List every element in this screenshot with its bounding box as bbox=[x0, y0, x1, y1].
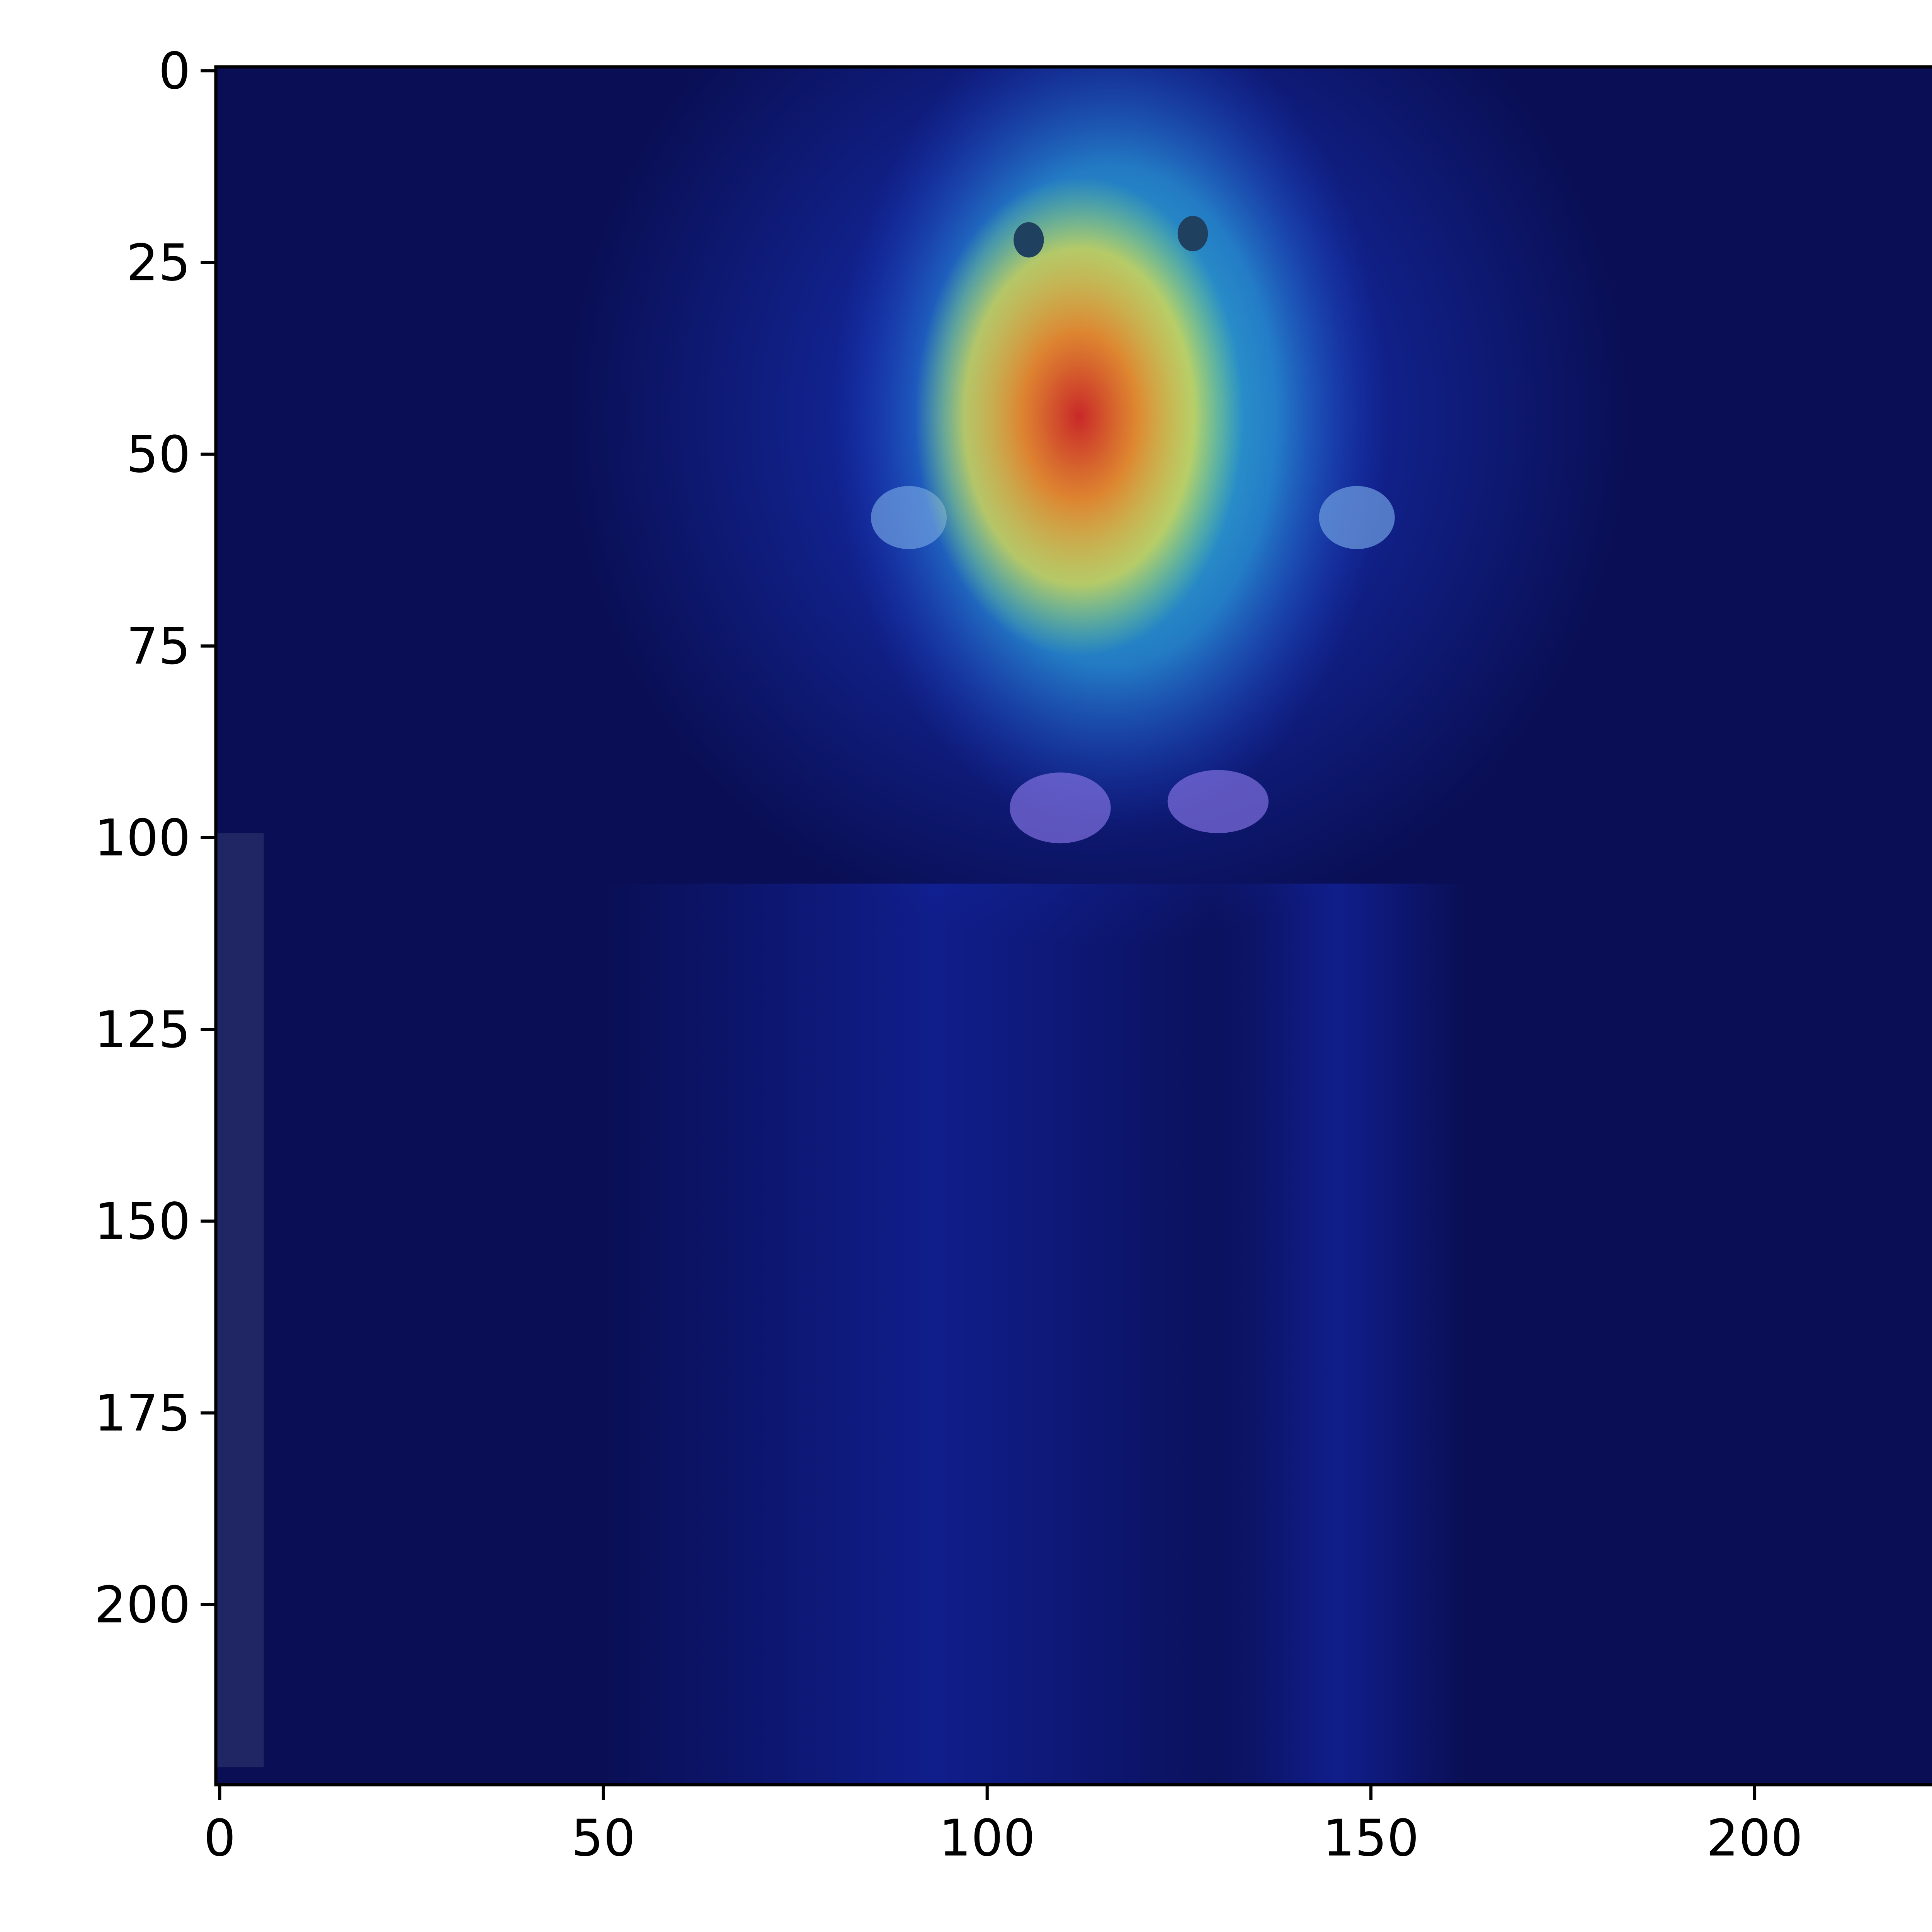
x-tick-label: 100 bbox=[939, 1809, 1035, 1867]
y-tick-label: 50 bbox=[126, 425, 190, 484]
x-tick-label: 200 bbox=[1706, 1809, 1803, 1867]
y-tick-label: 150 bbox=[94, 1192, 190, 1251]
x-tick-label: 50 bbox=[571, 1809, 636, 1867]
y-tick-label: 175 bbox=[94, 1384, 190, 1442]
axes-frame bbox=[214, 65, 1932, 1787]
y-tick-label: 75 bbox=[126, 617, 190, 675]
y-tick-label: 25 bbox=[126, 233, 190, 292]
y-tick-label: 100 bbox=[94, 809, 190, 867]
y-tick-label: 200 bbox=[94, 1575, 190, 1634]
x-tick-label: 0 bbox=[204, 1809, 236, 1867]
y-tick-label: 0 bbox=[158, 42, 190, 100]
x-tick-label: 150 bbox=[1323, 1809, 1419, 1867]
y-tick-label: 125 bbox=[94, 1000, 190, 1059]
heatmap-image bbox=[216, 67, 1932, 1785]
